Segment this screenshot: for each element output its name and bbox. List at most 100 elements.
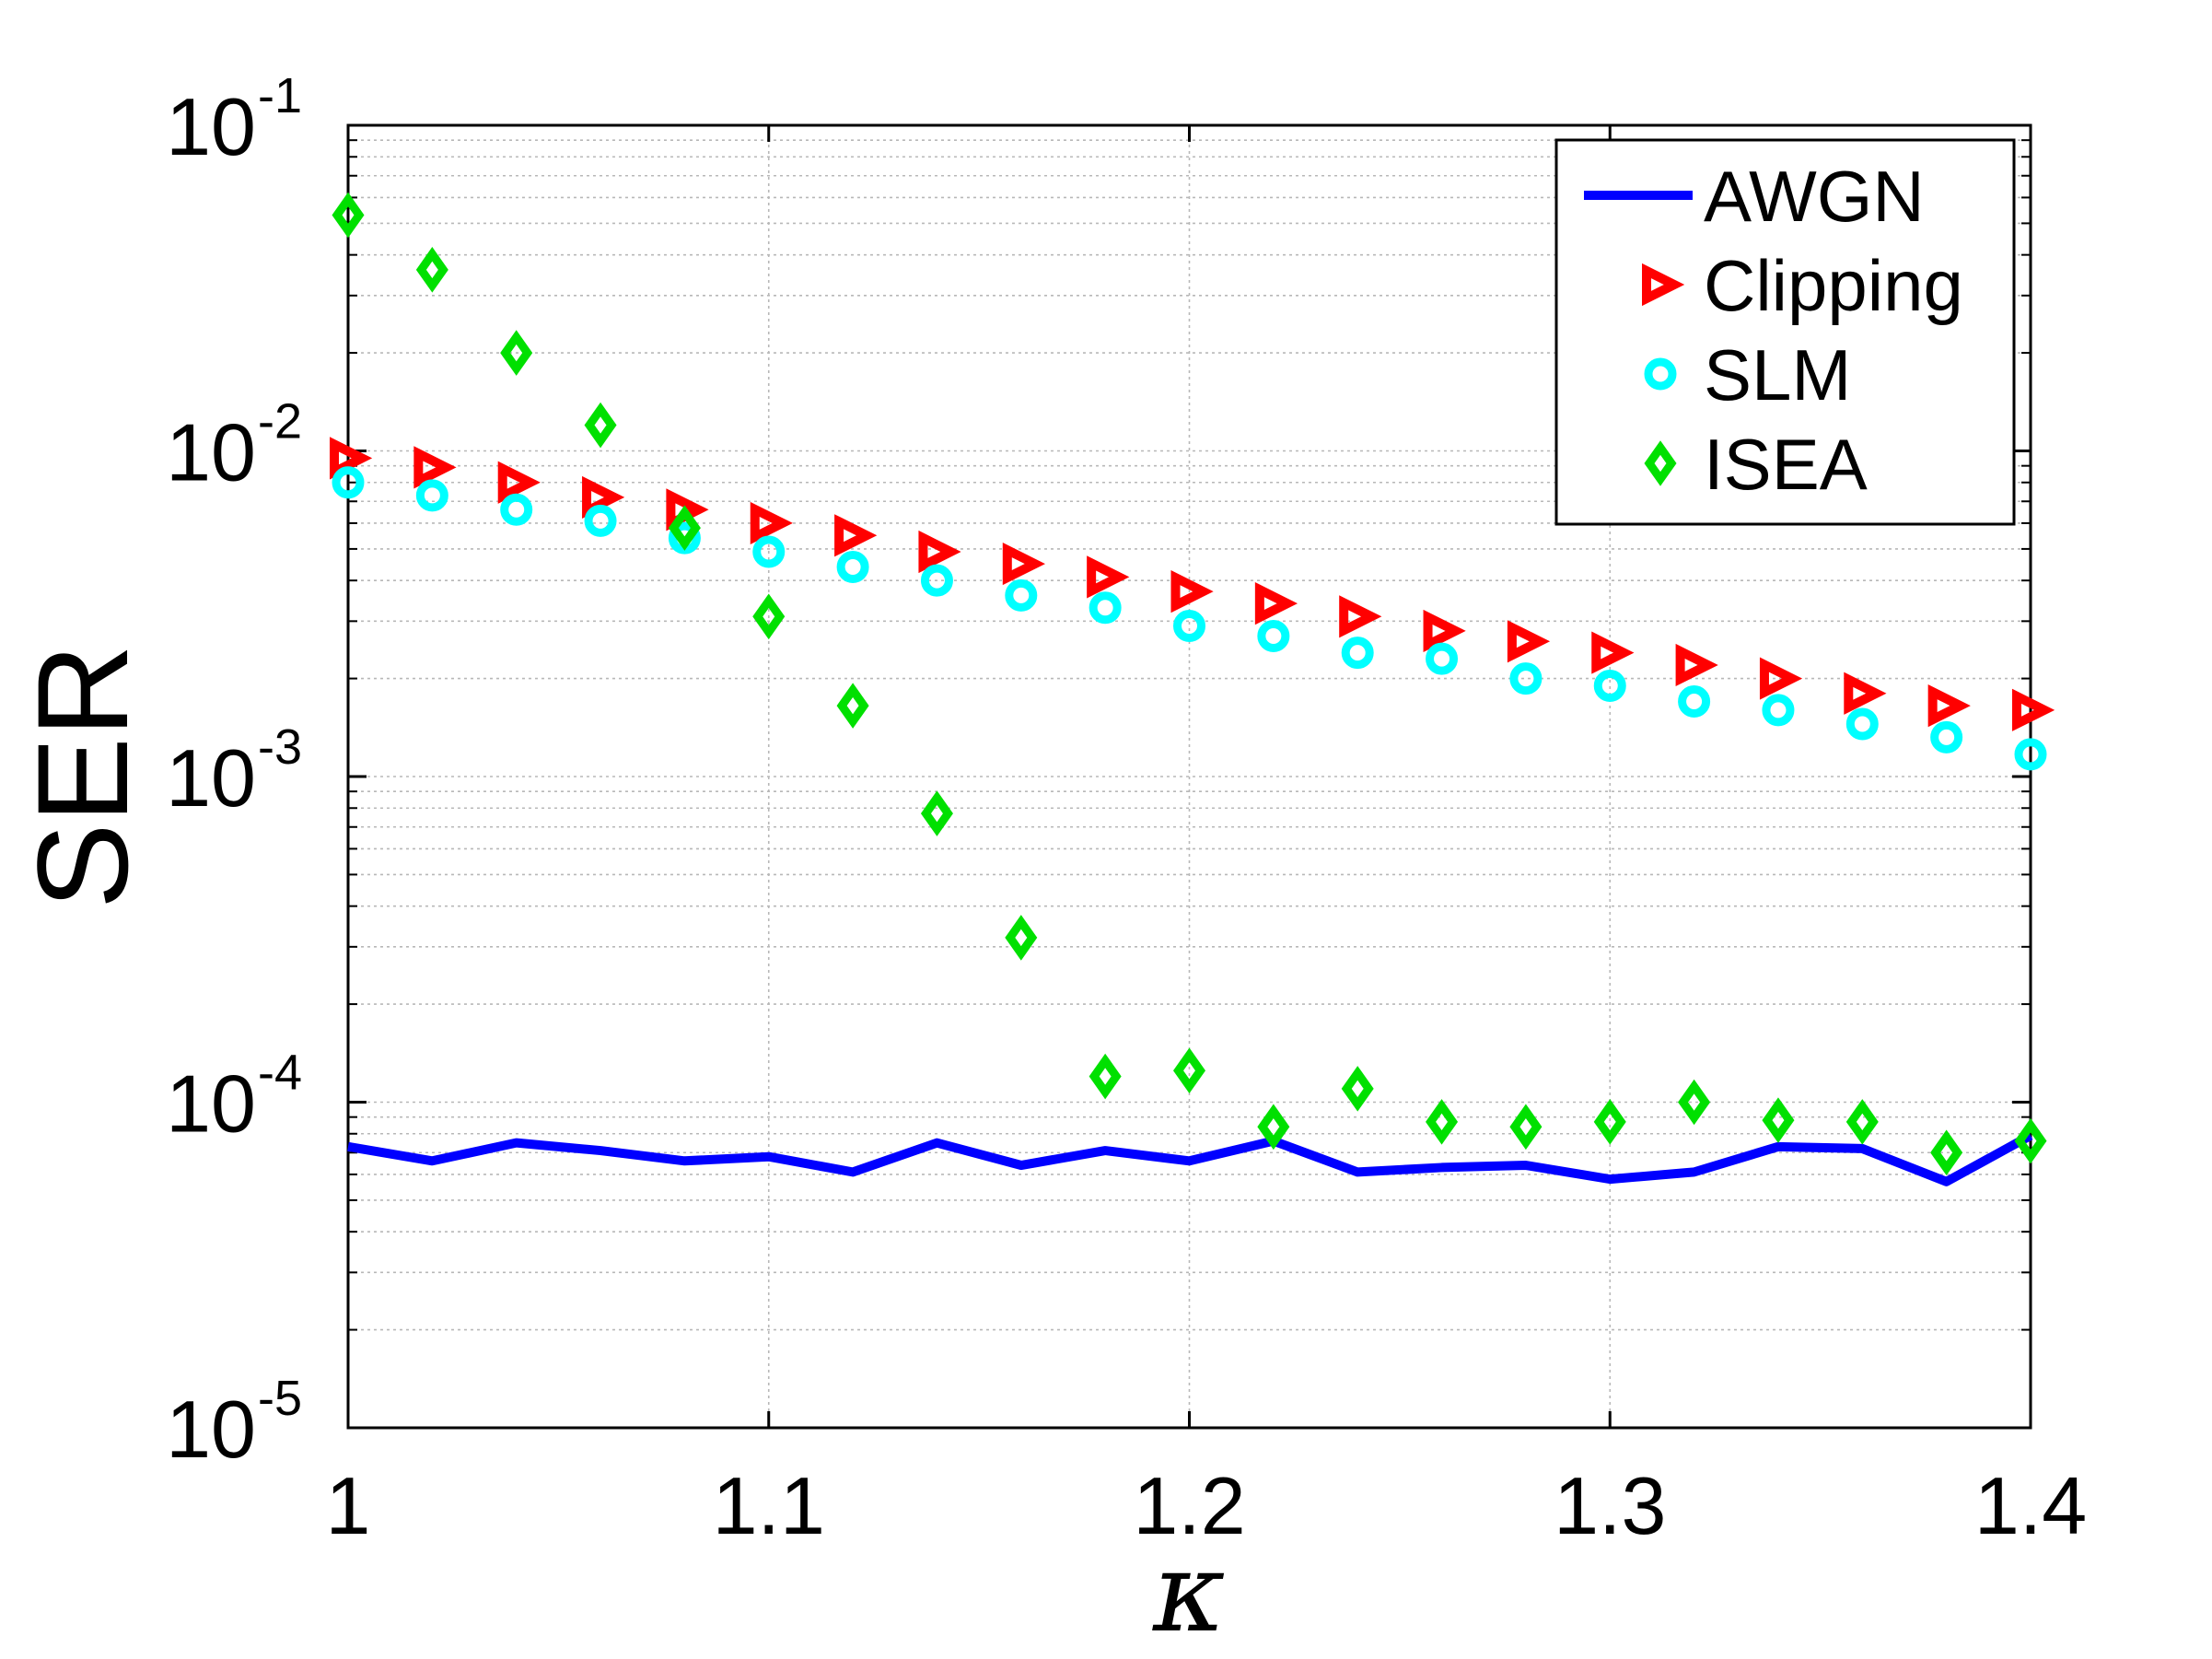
y-tick-label: 10 -5 (166, 1371, 302, 1475)
legend-box (1554, 138, 2016, 526)
y-tick-base: 10 (166, 1384, 256, 1475)
x-tick-label: 1.4 (1974, 1460, 2087, 1551)
clipping-point (582, 475, 625, 520)
series-awgn (347, 1131, 2033, 1186)
legend-item-awgn[interactable]: AWGN (1584, 156, 1925, 237)
isea-point (1762, 1097, 1795, 1143)
clipping-point (1423, 609, 1466, 653)
slm-point (1426, 642, 1459, 675)
clipping-point (1759, 657, 1803, 700)
clipping-point (918, 530, 961, 574)
slm-point (1593, 669, 1626, 702)
y-tick-base: 10 (166, 732, 256, 824)
clipping-point (2012, 688, 2055, 731)
clipping-point (1675, 643, 1718, 687)
series-isea (332, 192, 2047, 1176)
y-tick-base: 10 (166, 407, 256, 498)
clipping-point (1002, 542, 1045, 586)
legend-label-clipping: Clipping (1704, 245, 1963, 326)
slm-point (1005, 578, 1038, 612)
slm-point (836, 551, 869, 584)
slm-point (1341, 637, 1374, 670)
y-tick-label: 10 -3 (166, 719, 302, 824)
clipping-point (1170, 570, 1214, 613)
slm-point (1930, 720, 1963, 754)
clipping-point (413, 446, 457, 489)
y-tick-base: 10 (166, 81, 256, 172)
legend-item-isea[interactable]: ISEA (1644, 424, 1868, 505)
isea-point (1845, 1099, 1879, 1145)
y-tick-label: 10 -1 (166, 68, 302, 172)
clipping-point (1927, 684, 1971, 728)
slm-point (1678, 685, 1711, 719)
slm-point (332, 466, 365, 499)
clipping-point (834, 514, 878, 557)
slm-point (2014, 738, 2047, 771)
slm-point (1089, 591, 1122, 625)
slm-point (500, 493, 533, 526)
y-tick-exponent: -4 (258, 1046, 302, 1101)
isea-point (500, 330, 533, 376)
legend-label-slm: SLM (1704, 334, 1851, 415)
y-tick-exponent: -5 (258, 1371, 302, 1426)
isea-point (752, 593, 786, 640)
legend-swatch-clipping (1642, 263, 1685, 307)
x-tick-label: 1.3 (1554, 1460, 1666, 1551)
axis-ticks: 1 1.1 1.2 1.3 1.410-510-410-310-210-1 (166, 68, 2087, 1551)
isea-point (1172, 1047, 1206, 1094)
slm-point (1762, 694, 1795, 727)
x-tick-label: 1.1 (713, 1460, 825, 1551)
data-series (330, 192, 2055, 1186)
clipping-point (1507, 620, 1551, 663)
y-tick-exponent: -1 (258, 68, 302, 123)
isea-point (1089, 1053, 1122, 1100)
clipping-point (330, 437, 373, 480)
clipping-point (1087, 555, 1130, 599)
clipping-point (497, 461, 541, 504)
y-tick-exponent: -2 (258, 394, 302, 450)
isea-point (1509, 1104, 1543, 1151)
clipping-point (1254, 582, 1298, 625)
isea-point (668, 505, 701, 551)
slm-point (1845, 707, 1879, 741)
isea-point (1678, 1079, 1711, 1126)
legend-item-clipping[interactable]: Clipping (1642, 245, 1963, 326)
isea-point (415, 247, 448, 293)
x-tick-label: 1 (326, 1460, 371, 1551)
isea-point (1341, 1066, 1374, 1112)
awgn-line (347, 1131, 2033, 1186)
clipping-point (1844, 672, 1887, 715)
slm-point (415, 479, 448, 512)
legend-swatch-isea (1644, 440, 1677, 486)
isea-point (836, 683, 869, 729)
legend-item-slm[interactable]: SLM (1644, 334, 1851, 415)
legend-label-isea: ISEA (1704, 424, 1868, 505)
isea-point (332, 192, 365, 239)
x-axis-label: κ (1151, 1529, 1226, 1657)
isea-point (1426, 1099, 1459, 1145)
slm-point (1173, 610, 1205, 643)
slm-point (1257, 620, 1290, 653)
isea-point (1257, 1104, 1290, 1151)
slm-point (584, 504, 617, 537)
isea-point (584, 402, 617, 449)
legend-label-awgn: AWGN (1704, 156, 1925, 237)
y-tick-label: 10 -2 (166, 394, 302, 498)
x-tick-label: 1.2 (1133, 1460, 1245, 1551)
slm-point (920, 564, 953, 597)
y-tick-label: 10 -4 (166, 1046, 302, 1150)
clipping-point (1591, 631, 1635, 674)
y-tick-base: 10 (166, 1058, 256, 1150)
clipping-point (750, 501, 793, 545)
grid (348, 125, 2031, 1428)
isea-point (920, 790, 953, 836)
isea-point (1005, 915, 1038, 961)
y-axis-label: SER (10, 644, 155, 909)
clipping-point (1339, 595, 1382, 638)
isea-point (2014, 1117, 2047, 1164)
series-slm (332, 466, 2047, 771)
y-tick-exponent: -3 (258, 719, 302, 775)
isea-point (1593, 1099, 1626, 1145)
